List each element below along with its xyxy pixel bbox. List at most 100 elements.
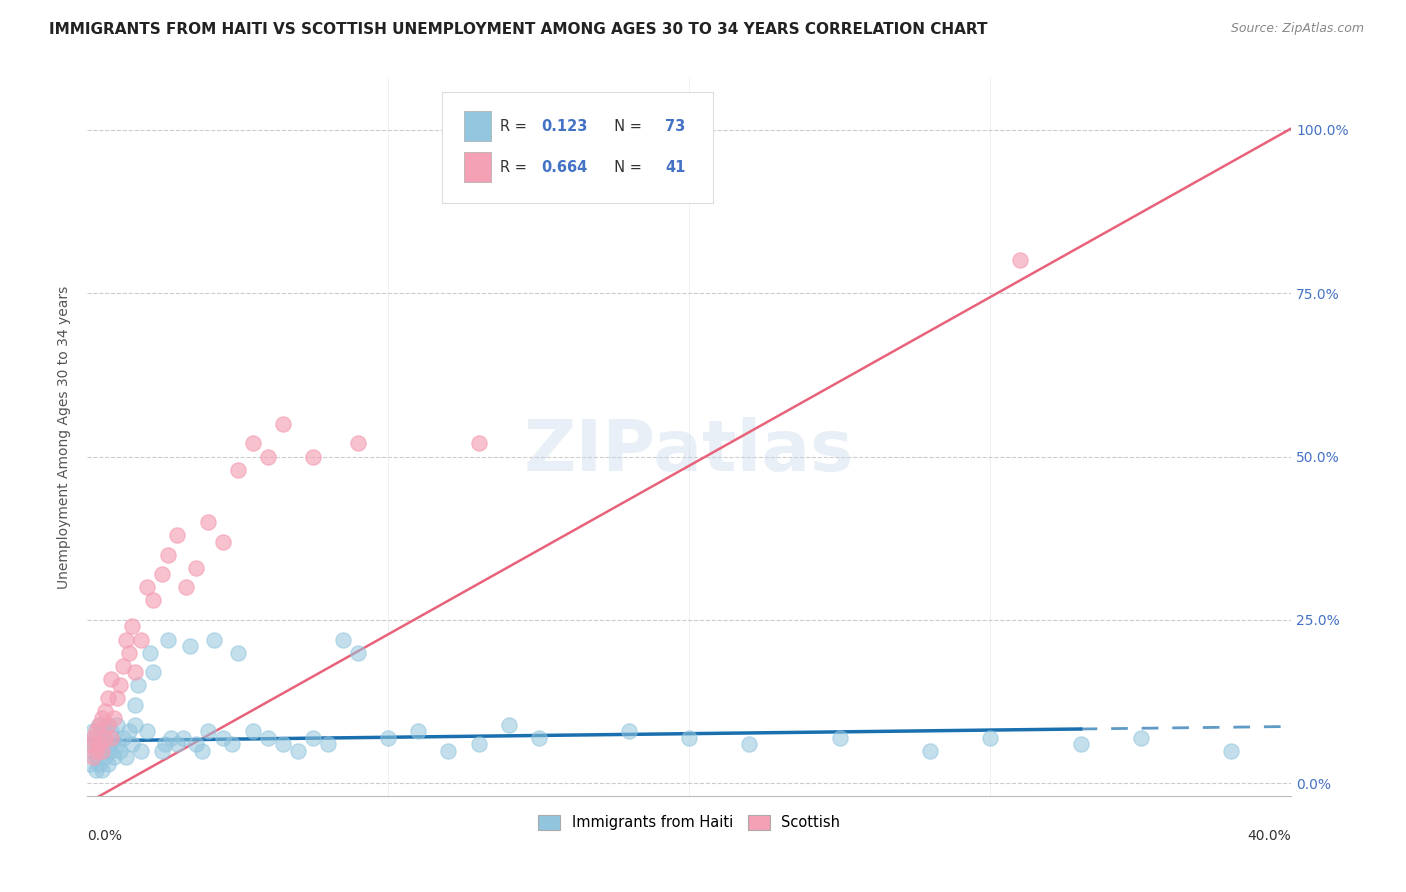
Point — [100, 744, 122, 758]
Point — [115, 632, 138, 647]
Point — [287, 744, 309, 758]
Point — [142, 593, 165, 607]
Y-axis label: Unemployment Among Ages 30 to 34 years: Unemployment Among Ages 30 to 34 years — [58, 285, 72, 589]
FancyBboxPatch shape — [464, 153, 491, 182]
Point — [377, 731, 399, 745]
Point — [84, 744, 107, 758]
Point — [124, 717, 146, 731]
Point — [97, 756, 120, 771]
Point — [256, 731, 278, 745]
Point — [979, 731, 1001, 745]
Point — [105, 717, 128, 731]
Point — [89, 756, 111, 771]
Point — [197, 515, 219, 529]
Text: Source: ZipAtlas.com: Source: ZipAtlas.com — [1230, 22, 1364, 36]
Point — [97, 737, 120, 751]
Text: 0.0%: 0.0% — [87, 829, 122, 843]
Point — [110, 744, 132, 758]
Point — [131, 744, 153, 758]
Text: N =: N = — [605, 160, 647, 175]
Point — [176, 580, 198, 594]
Point — [118, 724, 141, 739]
Point — [127, 678, 149, 692]
Point — [1070, 737, 1092, 751]
Point — [1129, 731, 1152, 745]
Point — [527, 731, 550, 745]
Point — [91, 744, 114, 758]
Point — [184, 737, 207, 751]
FancyBboxPatch shape — [443, 92, 713, 203]
FancyBboxPatch shape — [464, 112, 491, 142]
Point — [166, 528, 188, 542]
Point — [152, 567, 174, 582]
Point — [142, 665, 165, 680]
Point — [110, 678, 132, 692]
Point — [179, 639, 201, 653]
Point — [173, 731, 195, 745]
Point — [82, 724, 104, 739]
Point — [94, 705, 117, 719]
Point — [157, 632, 180, 647]
Point — [242, 436, 264, 450]
Point — [89, 737, 111, 751]
Point — [1010, 253, 1032, 268]
Point — [94, 731, 117, 745]
Text: N =: N = — [605, 119, 647, 134]
Point — [82, 731, 104, 745]
Point — [828, 731, 851, 745]
Point — [184, 560, 207, 574]
Point — [89, 717, 111, 731]
Point — [94, 731, 117, 745]
Point — [136, 580, 159, 594]
Point — [84, 731, 107, 745]
Point — [139, 646, 162, 660]
Point — [84, 764, 107, 778]
Text: 41: 41 — [665, 160, 686, 175]
Point — [498, 717, 520, 731]
Point — [302, 731, 325, 745]
Point — [112, 731, 135, 745]
Legend: Immigrants from Haiti, Scottish: Immigrants from Haiti, Scottish — [533, 809, 846, 836]
Point — [347, 646, 370, 660]
Point — [920, 744, 942, 758]
Point — [467, 737, 489, 751]
Point — [103, 711, 125, 725]
Point — [226, 462, 249, 476]
Text: 0.123: 0.123 — [541, 119, 588, 134]
Point — [112, 658, 135, 673]
Point — [1220, 744, 1243, 758]
Point — [121, 619, 143, 633]
Point — [84, 750, 107, 764]
Text: R =: R = — [501, 160, 531, 175]
Point — [155, 737, 177, 751]
Point — [332, 632, 354, 647]
Point — [121, 737, 143, 751]
Point — [271, 737, 294, 751]
Point — [271, 417, 294, 431]
Point — [316, 737, 339, 751]
Point — [131, 632, 153, 647]
Point — [103, 731, 125, 745]
Point — [94, 750, 117, 764]
Point — [100, 731, 122, 745]
Point — [97, 691, 120, 706]
Point — [82, 744, 104, 758]
Point — [166, 737, 188, 751]
Point — [97, 717, 120, 731]
Point — [197, 724, 219, 739]
Point — [91, 711, 114, 725]
Point — [124, 665, 146, 680]
Point — [118, 646, 141, 660]
Text: 0.664: 0.664 — [541, 160, 588, 175]
Point — [211, 731, 233, 745]
Text: ZIPatlas: ZIPatlas — [524, 417, 855, 486]
Text: 73: 73 — [665, 119, 685, 134]
Point — [678, 731, 700, 745]
Point — [136, 724, 159, 739]
Point — [89, 737, 111, 751]
Point — [256, 450, 278, 464]
Point — [97, 717, 120, 731]
Point — [152, 744, 174, 758]
Point — [91, 744, 114, 758]
Point — [160, 731, 183, 745]
